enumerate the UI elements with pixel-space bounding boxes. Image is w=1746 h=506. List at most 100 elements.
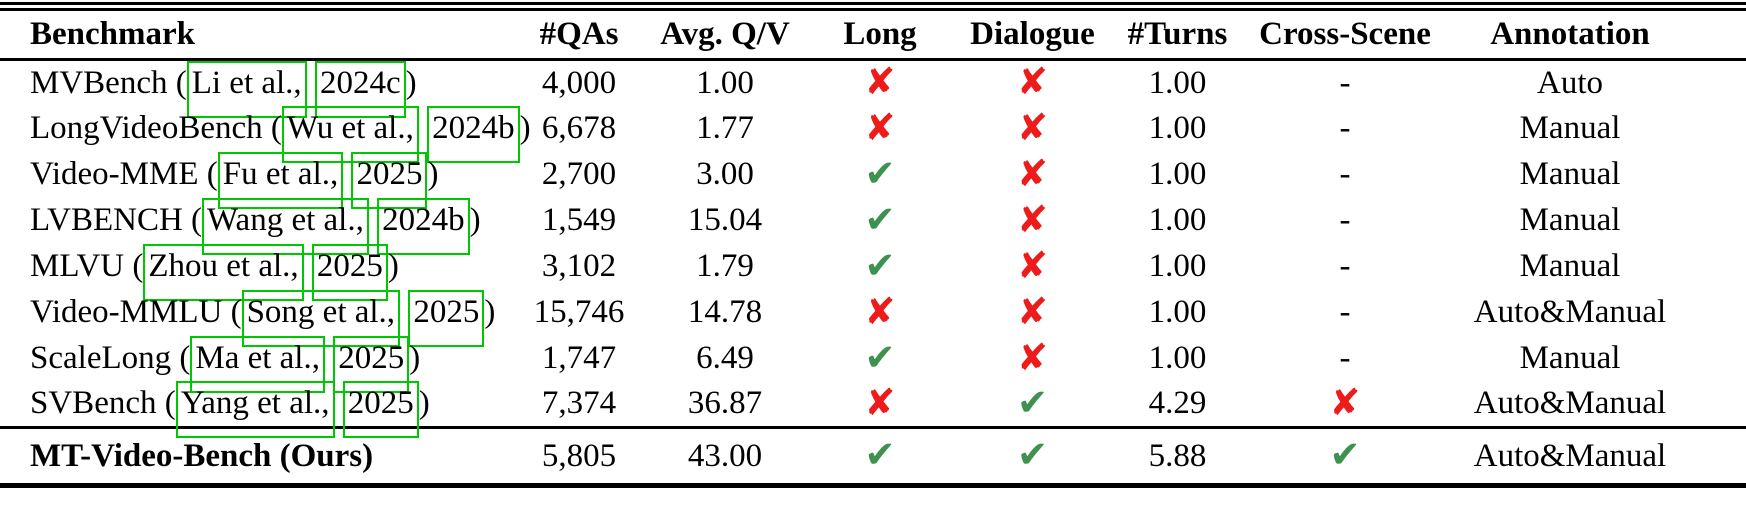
qas-value: 4,000 [541, 64, 617, 101]
col-header-dialogue: Dialogue [970, 16, 1095, 52]
turns-value: 1.00 [1148, 202, 1207, 238]
long-mark: ✘ [864, 289, 896, 333]
col-header-cross-scene: Cross-Scene [1259, 16, 1431, 52]
turns-value: 1.00 [1148, 248, 1207, 284]
long-mark: ✔ [864, 335, 896, 379]
citation-year-link[interactable]: 2025 [333, 336, 410, 393]
top-rule: Benchmark #QAs Avg. Q/V Long Dialogue #T… [0, 2, 1746, 488]
benchmark-name: MVBench ( [30, 64, 187, 101]
benchmark-cell: MVBench (Li et al., 2024c) [0, 60, 508, 118]
turns-value: 5.88 [1148, 437, 1207, 474]
long-mark: ✔ [864, 243, 896, 287]
citation-author-link[interactable]: Zhou et al., [143, 244, 304, 301]
benchmark-name: ScaleLong ( [30, 340, 191, 376]
citation-author-link[interactable]: Wu et al., [281, 106, 419, 163]
col-header-turns: #Turns [1127, 16, 1228, 52]
citation-year-link[interactable]: 2024b [377, 198, 470, 255]
benchmark-cell: ScaleLong (Ma et al., 2025) [0, 336, 508, 393]
citation-author-link[interactable]: Yang et al., [175, 381, 335, 439]
dialogue-mark: ✘ [1016, 335, 1048, 379]
cross-scene-mark: - [1339, 294, 1351, 330]
avg-qv-value: 43.00 [687, 437, 763, 474]
annotation-value: Auto&Manual [1473, 437, 1667, 474]
benchmark-cell: Video-MME (Fu et al., 2025) [0, 152, 508, 209]
cross-scene-mark: - [1339, 248, 1351, 284]
benchmark-comparison-table: Benchmark #QAs Avg. Q/V Long Dialogue #T… [0, 8, 1746, 488]
citation-author-link[interactable]: Song et al., [241, 290, 401, 347]
cross-scene-mark: ✔ [1329, 433, 1361, 476]
avg-qv-value: 1.79 [696, 248, 754, 284]
citation-year-link[interactable]: 2025 [342, 381, 419, 439]
citation-year-link[interactable]: 2024c [314, 60, 406, 118]
dialogue-mark: ✘ [1016, 243, 1048, 287]
citation-year-link[interactable]: 2025 [311, 244, 388, 301]
annotation-value: Auto&Manual [1473, 385, 1667, 422]
avg-qv-value: 36.87 [687, 385, 763, 422]
benchmark-cell: MLVU (Zhou et al., 2025) [0, 244, 508, 301]
benchmark-name: LongVideoBench ( [30, 110, 282, 146]
cross-scene-mark: - [1339, 156, 1351, 192]
long-mark: ✔ [864, 433, 896, 476]
col-header-qas: #QAs [539, 16, 619, 52]
annotation-value: Manual [1519, 110, 1621, 146]
annotation-value: Auto&Manual [1473, 294, 1667, 330]
dialogue-mark: ✘ [1016, 151, 1048, 195]
col-header-benchmark: Benchmark [30, 16, 195, 52]
avg-qv-value: 6.49 [696, 340, 754, 376]
annotation-value: Auto [1537, 64, 1603, 101]
citation-year-link[interactable]: 2025 [408, 290, 485, 347]
citation-author-link[interactable]: Li et al., [186, 60, 307, 118]
col-header-annotation: Annotation [1490, 16, 1650, 52]
dialogue-mark: ✘ [1016, 105, 1048, 149]
table-row: MLVU (Zhou et al., 2025) 3,102 1.79 ✔ ✘ … [0, 243, 1746, 301]
table-row: LongVideoBench (Wu et al., 2024b) 6,678 … [0, 105, 1746, 163]
col-header-long: Long [843, 16, 917, 52]
benchmark-name: SVBench ( [30, 385, 176, 422]
table-row: ScaleLong (Ma et al., 2025) 1,747 6.49 ✔… [0, 335, 1746, 393]
long-mark: ✔ [864, 151, 896, 195]
citation-author-link[interactable]: Wang et al., [202, 198, 369, 255]
table-row: LVBENCH (Wang et al., 2024b) 1,549 15.04… [0, 197, 1746, 255]
turns-value: 1.00 [1148, 294, 1207, 330]
dialogue-mark: ✔ [1016, 433, 1048, 476]
benchmark-cell: Video-MMLU (Song et al., 2025) [0, 290, 508, 347]
benchmark-name-suffix: ) [409, 340, 421, 376]
turns-value: 1.00 [1148, 64, 1207, 101]
cross-scene-mark: ✘ [1329, 380, 1361, 424]
citation-year-link[interactable]: 2024b [427, 106, 520, 163]
avg-qv-value: 3.00 [696, 156, 754, 192]
turns-value: 1.00 [1148, 340, 1207, 376]
benchmark-name-suffix: ) [387, 248, 399, 284]
benchmark-cell: SVBench (Yang et al., 2025) [0, 381, 508, 439]
table-body: MVBench (Li et al., 2024c) 4,000 1.00 ✘ … [0, 60, 1746, 439]
citation-author-link[interactable]: Ma et al., [190, 336, 325, 393]
long-mark: ✘ [864, 60, 896, 104]
benchmark-name: Video-MME ( [30, 156, 218, 192]
long-mark: ✘ [864, 380, 896, 424]
benchmark-name: MLVU ( [30, 248, 144, 284]
citation-author-link[interactable]: Fu et al., [217, 152, 344, 209]
table-row: Video-MMLU (Song et al., 2025) 15,746 14… [0, 289, 1746, 347]
dialogue-mark: ✘ [1016, 60, 1048, 104]
cross-scene-mark: - [1339, 340, 1351, 376]
citation-year-link[interactable]: 2025 [351, 152, 428, 209]
long-mark: ✔ [864, 197, 896, 241]
benchmark-name: Video-MMLU ( [30, 294, 242, 330]
dialogue-mark: ✘ [1016, 289, 1048, 333]
annotation-value: Manual [1519, 248, 1621, 284]
header-row: Benchmark #QAs Avg. Q/V Long Dialogue #T… [0, 10, 1746, 60]
benchmark-cell: MT-Video-Bench (Ours) [30, 437, 374, 474]
table-row: Video-MME (Fu et al., 2025) 2,700 3.00 ✔… [0, 151, 1746, 209]
qas-value: 6,678 [541, 110, 617, 146]
dialogue-mark: ✘ [1016, 197, 1048, 241]
turns-value: 4.29 [1148, 385, 1207, 422]
turns-value: 1.00 [1148, 110, 1207, 146]
avg-qv-value: 15.04 [687, 202, 763, 238]
table-row-ours: MT-Video-Bench (Ours) 5,805 43.00 ✔ ✔ 5.… [0, 428, 1746, 486]
cross-scene-mark: - [1339, 202, 1351, 238]
benchmark-name-suffix: ) [519, 110, 531, 146]
annotation-value: Manual [1519, 156, 1621, 192]
benchmark-name-suffix: ) [484, 294, 496, 330]
cross-scene-mark: - [1339, 110, 1351, 146]
